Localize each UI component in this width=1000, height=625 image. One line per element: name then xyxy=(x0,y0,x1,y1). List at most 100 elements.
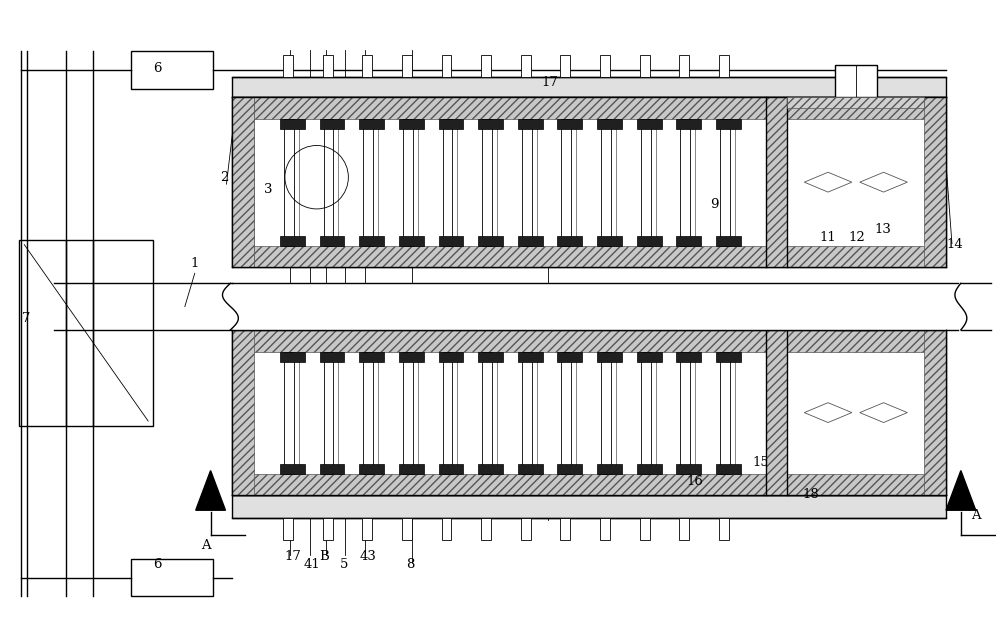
Text: B: B xyxy=(320,550,329,562)
Bar xyxy=(676,236,701,246)
Bar xyxy=(521,55,531,77)
Bar xyxy=(766,97,787,268)
Bar xyxy=(232,496,946,518)
Bar xyxy=(522,352,532,474)
Bar xyxy=(597,119,622,129)
Bar xyxy=(481,55,491,77)
Bar xyxy=(399,464,424,474)
Text: 5: 5 xyxy=(339,558,348,571)
Text: 9: 9 xyxy=(710,198,719,211)
Bar xyxy=(835,65,877,97)
Bar xyxy=(560,518,570,540)
Bar xyxy=(719,55,729,77)
Text: 12: 12 xyxy=(849,231,866,244)
Text: 6: 6 xyxy=(153,558,162,571)
Bar xyxy=(323,518,333,540)
Bar xyxy=(320,119,344,129)
Text: 7: 7 xyxy=(22,312,31,325)
Bar xyxy=(478,464,503,474)
Bar xyxy=(399,119,424,129)
Bar xyxy=(597,352,622,361)
Bar xyxy=(716,352,741,361)
Text: 8: 8 xyxy=(406,558,414,571)
Bar xyxy=(403,119,413,246)
Bar xyxy=(924,97,946,268)
Bar xyxy=(232,97,946,268)
Bar xyxy=(320,464,344,474)
Bar xyxy=(676,119,701,129)
Bar xyxy=(478,236,503,246)
Bar xyxy=(640,518,650,540)
Bar xyxy=(363,352,373,474)
Text: 1: 1 xyxy=(191,258,199,271)
Bar xyxy=(280,464,305,474)
Bar xyxy=(443,119,452,246)
Bar xyxy=(521,518,531,540)
Bar xyxy=(518,352,543,361)
Bar xyxy=(561,119,571,246)
Text: 17: 17 xyxy=(284,550,301,562)
Bar xyxy=(557,236,582,246)
Bar xyxy=(478,352,503,361)
Bar xyxy=(439,352,463,361)
Bar xyxy=(232,330,946,496)
Bar xyxy=(232,474,946,496)
Bar xyxy=(232,330,254,496)
Bar xyxy=(787,97,924,108)
Bar xyxy=(601,352,611,474)
Bar xyxy=(680,352,690,474)
Bar xyxy=(359,464,384,474)
Bar xyxy=(482,119,492,246)
Bar xyxy=(359,352,384,361)
Bar xyxy=(720,119,730,246)
Bar xyxy=(320,236,344,246)
Bar xyxy=(518,119,543,129)
Bar xyxy=(363,119,373,246)
Bar xyxy=(283,518,293,540)
Text: 6: 6 xyxy=(153,62,162,75)
Bar xyxy=(481,518,491,540)
Bar xyxy=(232,97,946,119)
Text: 18: 18 xyxy=(802,488,819,501)
Bar xyxy=(324,119,333,246)
Text: 43: 43 xyxy=(359,550,376,562)
Bar xyxy=(131,51,213,89)
Bar xyxy=(676,464,701,474)
Bar xyxy=(557,464,582,474)
Bar xyxy=(359,236,384,246)
Bar xyxy=(835,298,877,330)
Bar xyxy=(478,119,503,129)
Text: 11: 11 xyxy=(819,231,836,244)
Bar xyxy=(399,352,424,361)
Bar xyxy=(597,464,622,474)
Bar xyxy=(680,119,690,246)
Bar xyxy=(442,55,451,77)
Bar xyxy=(637,352,662,361)
Bar xyxy=(600,55,610,77)
Bar xyxy=(601,119,611,246)
Bar xyxy=(518,236,543,246)
Bar xyxy=(232,246,946,268)
Bar xyxy=(676,352,701,361)
Bar xyxy=(719,518,729,540)
Bar xyxy=(679,518,689,540)
Text: 10: 10 xyxy=(770,222,786,236)
Bar xyxy=(766,330,787,496)
Bar xyxy=(402,55,412,77)
Bar xyxy=(561,352,571,474)
Bar xyxy=(641,119,651,246)
Bar xyxy=(439,236,463,246)
Bar xyxy=(284,119,294,246)
Bar xyxy=(232,77,946,97)
Bar xyxy=(716,464,741,474)
Bar xyxy=(362,55,372,77)
Text: 14: 14 xyxy=(946,238,963,251)
Bar xyxy=(232,330,946,352)
Bar xyxy=(557,352,582,361)
Bar xyxy=(716,236,741,246)
Bar xyxy=(402,518,412,540)
Bar xyxy=(637,236,662,246)
Text: A: A xyxy=(971,509,980,522)
Bar xyxy=(640,55,650,77)
Bar xyxy=(641,352,651,474)
